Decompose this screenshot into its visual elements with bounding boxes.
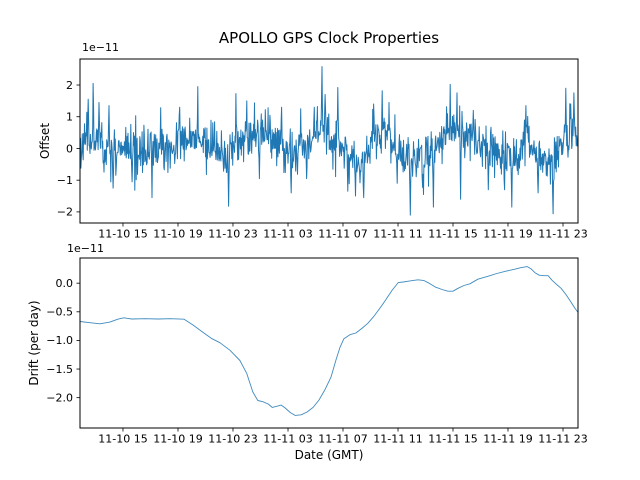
offset-x-tick-label: 11-11 07 <box>318 228 367 241</box>
drift-y-tick-label: −1.0 <box>46 334 73 347</box>
date-x-axis-label: Date (GMT) <box>294 448 364 462</box>
offset-x-tick-label: 11-10 23 <box>208 228 257 241</box>
drift-scale-note: 1e−11 <box>67 242 104 255</box>
offset-x-tick-label: 11-11 23 <box>538 228 587 241</box>
offset-y-axis-label: Offset <box>38 122 52 160</box>
drift-y-tick-label: −1.5 <box>46 363 73 376</box>
drift-axes-frame <box>79 257 579 429</box>
drift-x-tick-label: 11-10 19 <box>153 433 202 446</box>
offset-y-tick-label: 0 <box>66 142 73 155</box>
offset-series-line <box>79 66 579 216</box>
drift-x-tick-label: 11-11 03 <box>263 433 312 446</box>
offset-x-tick-label: 11-11 11 <box>373 228 422 241</box>
drift-x-tick-label: 11-11 19 <box>483 433 532 446</box>
chart-title: APOLLO GPS Clock Properties <box>218 29 440 47</box>
offset-axes-frame <box>79 58 579 224</box>
drift-y-tick-label: −2.0 <box>46 391 73 404</box>
offset-x-tick-label: 11-10 15 <box>98 228 147 241</box>
drift-series-line <box>79 266 579 416</box>
offset-y-tick-label: −2 <box>57 206 73 219</box>
drift-x-tick-label: 11-11 23 <box>538 433 587 446</box>
drift-y-tick-label: 0.0 <box>56 277 74 290</box>
drift-x-tick-label: 11-10 23 <box>208 433 257 446</box>
drift-y-axis-label: Drift (per day) <box>27 300 41 386</box>
drift-y-tick-label: −0.5 <box>46 306 73 319</box>
offset-x-tick-label: 11-10 19 <box>153 228 202 241</box>
offset-y-tick-label: 2 <box>66 79 73 92</box>
drift-x-tick-label: 11-10 15 <box>98 433 147 446</box>
offset-x-tick-label: 11-11 03 <box>263 228 312 241</box>
drift-x-tick-label: 11-11 15 <box>428 433 477 446</box>
offset-scale-note: 1e−11 <box>82 41 119 54</box>
offset-y-tick-label: −1 <box>57 174 73 187</box>
drift-x-tick-label: 11-11 11 <box>373 433 422 446</box>
offset-y-tick-label: 1 <box>66 111 73 124</box>
drift-x-tick-label: 11-11 07 <box>318 433 367 446</box>
offset-x-tick-label: 11-11 15 <box>428 228 477 241</box>
offset-x-tick-label: 11-11 19 <box>483 228 532 241</box>
